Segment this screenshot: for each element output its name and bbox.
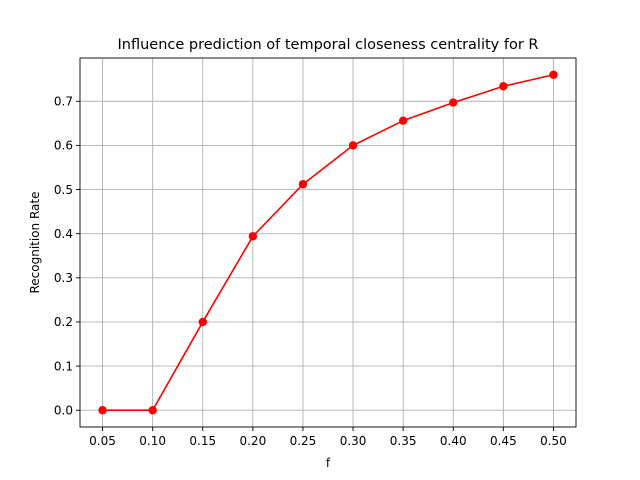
x-tick-label: 0.45	[490, 434, 517, 448]
data-point	[148, 406, 157, 415]
axis-ticks: 0.05 0.10 0.15 0.20 0.25 0.30 0.35 0.40 0.45 0.50…	[54, 95, 567, 448]
y-tick-label: 0.7	[54, 95, 73, 109]
data-point	[549, 70, 558, 79]
x-tick-label: 0.25	[290, 434, 317, 448]
x-tick-label: 0.05	[89, 434, 116, 448]
y-tick-label: 0.1	[54, 359, 73, 373]
x-tick-label: 0.15	[189, 434, 216, 448]
x-tick-label: 0.35	[390, 434, 417, 448]
data-point	[398, 116, 408, 125]
x-tick-label: 0.50	[540, 434, 567, 448]
y-tick-label: 0.6	[54, 139, 73, 153]
data-point	[348, 141, 358, 150]
y-tick-label: 0.0	[54, 404, 73, 418]
y-tick-label: 0.2	[54, 315, 73, 329]
x-tick-label: 0.20	[239, 434, 266, 448]
x-tick-label: 0.10	[139, 434, 166, 448]
x-axis-label: f	[326, 456, 331, 470]
data-point	[98, 406, 107, 415]
y-tick-label: 0.5	[54, 183, 73, 197]
data-point	[198, 317, 207, 327]
plot-area-frame	[79, 57, 577, 428]
y-tick-label: 0.4	[54, 227, 73, 241]
data-point	[298, 180, 308, 189]
y-axis-label: Recognition Rate	[28, 192, 42, 294]
x-tick-label: 0.30	[340, 434, 367, 448]
grid	[80, 58, 576, 427]
data-series	[98, 70, 558, 415]
x-tick-label: 0.40	[440, 434, 467, 448]
data-point	[248, 232, 258, 241]
y-tick-label: 0.3	[54, 271, 73, 285]
series-line	[102, 73, 554, 412]
data-point	[499, 82, 508, 91]
data-point	[449, 98, 458, 107]
chart-title: Influence prediction of temporal closene…	[118, 37, 539, 53]
